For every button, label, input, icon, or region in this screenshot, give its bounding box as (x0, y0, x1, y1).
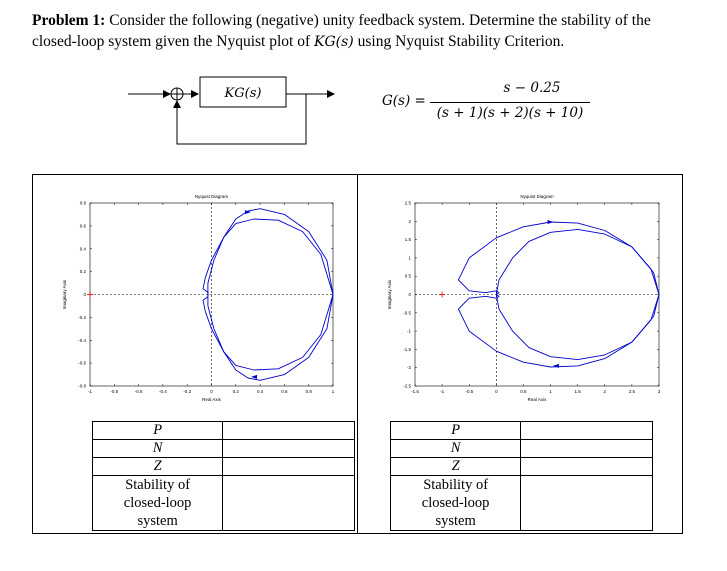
answer-cell-p[interactable] (222, 421, 355, 440)
answer-cell-stability[interactable] (222, 475, 355, 531)
row-label-stability: Stability of closed-loop system (91, 475, 224, 531)
y-tick-label: 0.4 (80, 246, 87, 251)
problem-statement: Problem 1: Consider the following (negat… (32, 10, 712, 53)
nyquist-plot-right: Nyquist Diagram Real Axis Imaginary Axis -1… (387, 194, 661, 402)
x-tick-label: -0.2 (183, 389, 191, 394)
y-tick-label: 1.5 (405, 237, 412, 242)
nyquist-curve (202, 208, 334, 295)
y-tick-label: 2 (408, 219, 411, 224)
x-tick-label: -1 (440, 389, 444, 394)
y-tick-label: 1 (408, 255, 411, 260)
nyquist-curve (207, 294, 334, 371)
x-tick-label: 1 (549, 389, 552, 394)
x-tick-label: 1 (332, 389, 335, 394)
plot-title: Nyquist Diagram (195, 194, 229, 199)
tf-lhs: G(s) = (382, 93, 426, 109)
answer-cell-stability[interactable] (520, 475, 653, 531)
y-axis-label: Imaginary Axis (387, 279, 392, 309)
y-tick-label: -2.5 (403, 384, 411, 389)
tf-denominator: (s + 1)(s + 2)(s + 10) (436, 105, 584, 121)
x-tick-label: 0 (210, 389, 213, 394)
x-tick-label: 0.8 (306, 389, 313, 394)
x-tick-label: 2 (604, 389, 607, 394)
answer-cell-p[interactable] (520, 421, 653, 440)
y-tick-label: 0.2 (80, 269, 87, 274)
x-tick-label: 0.4 (257, 389, 264, 394)
y-axis-label: Imaginary Axis (62, 279, 67, 309)
nyquist-curve (207, 218, 334, 295)
kg-symbol: KG(s) (313, 34, 354, 50)
x-tick-label: -0.8 (110, 389, 118, 394)
block-diagram: KG(s) (128, 76, 335, 145)
row-label-p: P (389, 421, 522, 440)
answer-table-right: P N Z Stability of closed-loop system (389, 421, 653, 531)
direction-arrow (552, 363, 559, 368)
answer-cell-z[interactable] (222, 457, 355, 476)
feedback-path (173, 94, 307, 145)
y-tick-label: 0 (83, 292, 86, 297)
y-tick-label: 2.5 (405, 201, 412, 206)
y-tick-label: -0.2 (78, 315, 86, 320)
y-tick-label: -0.8 (78, 384, 86, 389)
tf-numerator: s − 0.25 (503, 80, 561, 96)
x-axis-label: Real Axis (528, 397, 548, 402)
answer-cell-z[interactable] (520, 457, 653, 476)
y-tick-label: 0 (408, 292, 411, 297)
problem-line-2: closed-loop system given the Nyquist plo… (32, 33, 565, 50)
y-tick-label: -1 (407, 329, 411, 334)
x-tick-label: 0.2 (233, 389, 240, 394)
x-tick-label: -0.6 (135, 389, 143, 394)
x-tick-label: 1.5 (575, 389, 582, 394)
nyquist-curve (457, 221, 660, 295)
problem-number: Problem 1: (32, 12, 106, 29)
direction-arrow (547, 220, 554, 225)
answer-cell-n[interactable] (222, 439, 355, 458)
y-tick-label: 0.6 (80, 223, 87, 228)
x-tick-label: 0.5 (520, 389, 527, 394)
frame-divider (357, 174, 358, 534)
answer-table-left: P N Z Stability of closed-loop system (91, 421, 355, 531)
row-label-n: N (91, 439, 224, 458)
kg-block-label: KG(s) (224, 86, 262, 101)
y-tick-label: 0.8 (80, 201, 87, 206)
nyquist-curve (202, 294, 334, 381)
x-tick-label: 2.5 (629, 389, 636, 394)
x-tick-label: -1.5 (411, 389, 419, 394)
answer-cell-n[interactable] (520, 439, 653, 458)
x-axis-label: Real Axis (202, 397, 222, 402)
y-tick-label: -0.5 (403, 310, 411, 315)
x-tick-label: 3 (658, 389, 661, 394)
x-tick-label: 0.6 (281, 389, 288, 394)
x-tick-label: 0 (495, 389, 498, 394)
y-tick-label: -0.6 (78, 361, 86, 366)
y-tick-label: -0.4 (78, 338, 86, 343)
direction-arrow (251, 374, 258, 379)
nyquist-curve (495, 294, 660, 361)
plot-title: Nyquist Diagram (520, 194, 554, 199)
kg-block (199, 76, 287, 108)
row-label-z: Z (389, 457, 522, 476)
y-tick-label: -2 (407, 365, 411, 370)
x-tick-label: -0.4 (159, 389, 167, 394)
nyquist-curve (495, 228, 660, 295)
x-tick-label: -0.5 (465, 389, 473, 394)
nyquist-plot-left: Nyquist Diagram Real Axis Imaginary Axis -1… (62, 194, 335, 402)
nyquist-curve (457, 294, 660, 368)
y-tick-label: -1.5 (403, 347, 411, 352)
tf-fraction-bar (430, 102, 590, 103)
transfer-function: G(s) = s − 0.25 (s + 1)(s + 2)(s + 10) (378, 78, 608, 126)
x-tick-label: -1 (88, 389, 92, 394)
problem-line-1: Problem 1: Consider the following (negat… (32, 12, 651, 29)
row-label-n: N (389, 439, 522, 458)
direction-arrow (244, 210, 251, 215)
row-label-p: P (91, 421, 224, 440)
row-label-stability: Stability of closed-loop system (389, 475, 522, 531)
row-label-z: Z (91, 457, 224, 476)
y-tick-label: 0.5 (405, 274, 412, 279)
